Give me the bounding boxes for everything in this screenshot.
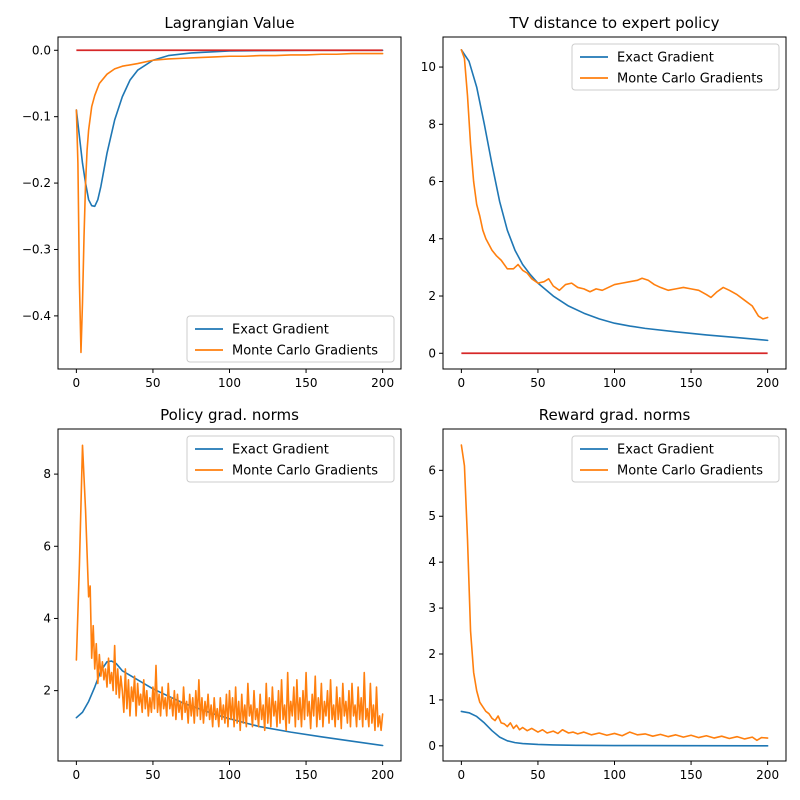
- chart-2-series-monte-carlo-gradients-line: [460, 49, 769, 320]
- chart-2-x-tick-label: 50: [530, 376, 545, 390]
- chart-4-legend-label: Exact Gradient: [617, 443, 714, 458]
- chart-2-legend-box: [571, 43, 780, 91]
- chart-2-x-tick-label: 200: [756, 376, 779, 390]
- chart-2-legend: Exact Gradient Monte Carlo Gradients: [571, 43, 780, 91]
- chart-3-x-tick-label: 150: [295, 768, 318, 782]
- chart-3-series-monte-carlo-gradients-line: [75, 444, 384, 732]
- chart-2-x-tick-label: 150: [680, 376, 703, 390]
- chart-1-y-tick-label: −0.4: [22, 309, 51, 323]
- chart-3-plot-area: [75, 444, 384, 747]
- chart-2-title: TV distance to expert policy: [509, 14, 720, 32]
- chart-3: Policy grad. norms 0 50 100 150 200 2 4 6 8 Exact …: [43, 406, 402, 782]
- chart-1-y-tick-label: 0.0: [32, 43, 51, 57]
- chart-4-legend: Exact Gradient Monte Carlo Gradients: [571, 435, 780, 483]
- chart-1-title: Lagrangian Value: [164, 14, 294, 32]
- chart-4-y-tick-label: 4: [428, 555, 436, 569]
- chart-1-x-tick-label: 50: [145, 376, 160, 390]
- chart-1-series-monte-carlo-gradients-line: [75, 52, 384, 354]
- chart-4-x-tick-label: 150: [680, 768, 703, 782]
- chart-4-y-tick-label: 6: [428, 463, 436, 477]
- chart-2-series-exact-gradient-line: [460, 49, 769, 342]
- chart-3-x-tick-label: 200: [371, 768, 394, 782]
- chart-4-y-tick-label: 2: [428, 647, 436, 661]
- chart-4-x-tick-label: 200: [756, 768, 779, 782]
- chart-4-y-tick-label: 3: [428, 601, 436, 615]
- chart-3-x-tick-label: 100: [218, 768, 241, 782]
- chart-2-y-tick-label: 10: [421, 60, 436, 74]
- chart-3-x-tick-label: 50: [145, 768, 160, 782]
- chart-4-series-monte-carlo-gradients-line: [460, 444, 769, 742]
- chart-4-y-tick-label: 0: [428, 739, 436, 753]
- chart-1-x-tick-label: 0: [73, 376, 81, 390]
- chart-2-x-tick-label: 0: [458, 376, 466, 390]
- chart-4-legend-label: Monte Carlo Gradients: [617, 464, 763, 479]
- chart-1-x-tick-label: 200: [371, 376, 394, 390]
- chart-4-plot-area: [460, 444, 769, 747]
- chart-4-x-tick-label: 0: [458, 768, 466, 782]
- chart-1-legend: Exact Gradient Monte Carlo Gradients: [186, 315, 395, 363]
- chart-3-legend-label: Monte Carlo Gradients: [232, 464, 378, 479]
- chart-1-y-tick-label: −0.2: [22, 176, 51, 190]
- chart-3-y-tick-label: 8: [43, 467, 51, 481]
- chart-4-x-tick-label: 50: [530, 768, 545, 782]
- chart-4-y-tick-label: 5: [428, 509, 436, 523]
- chart-1: Lagrangian Value 0 50 100 150 200 0.0 −0.1 −0.2 −…: [22, 14, 402, 390]
- chart-2-x-tick-label: 100: [603, 376, 626, 390]
- chart-3-x-tick-label: 0: [73, 768, 81, 782]
- chart-2-y-tick-label: 0: [428, 346, 436, 360]
- chart-3-legend-box: [186, 435, 395, 483]
- chart-4-title: Reward grad. norms: [539, 406, 691, 424]
- chart-3-y-tick-label: 2: [43, 684, 51, 698]
- chart-1-plot-area: [75, 49, 384, 354]
- chart-4-legend-box: [571, 435, 780, 483]
- chart-1-x-tick-label: 100: [218, 376, 241, 390]
- chart-1-y-tick-label: −0.3: [22, 242, 51, 256]
- chart-3-legend: Exact Gradient Monte Carlo Gradients: [186, 435, 395, 483]
- chart-3-legend-label: Exact Gradient: [232, 443, 329, 458]
- chart-1-legend-label: Monte Carlo Gradients: [232, 344, 378, 359]
- chart-1-x-tick-label: 150: [295, 376, 318, 390]
- chart-2-y-tick-label: 2: [428, 289, 436, 303]
- chart-4-y-tick-label: 1: [428, 693, 436, 707]
- chart-2-legend-label: Monte Carlo Gradients: [617, 72, 763, 87]
- chart-4: Reward grad. norms 0 50 100 150 200 0 1 2 3 4 5 6 Exa…: [428, 406, 787, 782]
- chart-3-title: Policy grad. norms: [160, 406, 299, 424]
- chart-1-legend-box: [186, 315, 395, 363]
- chart-4-series-exact-gradient-line: [460, 710, 769, 747]
- chart-2-legend-label: Exact Gradient: [617, 51, 714, 66]
- chart-2-plot-area: [460, 49, 769, 355]
- chart-4-x-tick-label: 100: [603, 768, 626, 782]
- chart-2-y-tick-label: 6: [428, 175, 436, 189]
- chart-1-series-exact-gradient-line: [75, 49, 384, 208]
- chart-1-y-tick-label: −0.1: [22, 110, 51, 124]
- chart-3-y-tick-label: 4: [43, 611, 51, 625]
- chart-1-legend-label: Exact Gradient: [232, 323, 329, 338]
- chart-3-y-tick-label: 6: [43, 539, 51, 553]
- chart-2-y-tick-label: 4: [428, 232, 436, 246]
- chart-2-y-tick-label: 8: [428, 117, 436, 131]
